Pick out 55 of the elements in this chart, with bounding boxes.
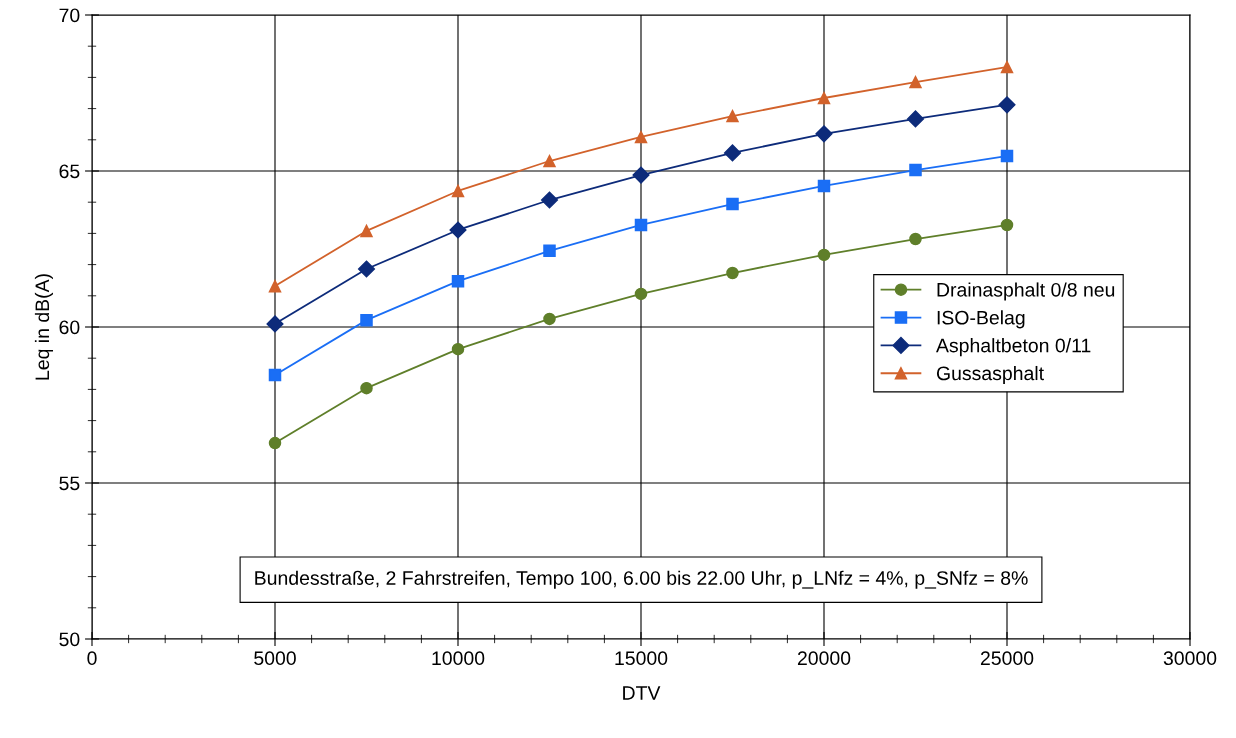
- point: [723, 144, 742, 162]
- y-tick-label: 55: [59, 476, 80, 491]
- point: [268, 279, 282, 293]
- point: [543, 154, 556, 168]
- point: [1000, 218, 1014, 232]
- point: [449, 221, 467, 239]
- x-tick-label: 0: [87, 651, 97, 666]
- point: [909, 75, 922, 89]
- point: [266, 315, 284, 333]
- point: [360, 313, 373, 327]
- point: [634, 218, 648, 232]
- point: [1000, 60, 1014, 74]
- x-tick-label: 5000: [254, 651, 296, 666]
- point: [998, 96, 1016, 114]
- point: [451, 184, 465, 198]
- point: [543, 244, 556, 258]
- y-axis-title: Leq in dB(A): [34, 274, 54, 380]
- point: [268, 368, 282, 382]
- point: [357, 260, 376, 278]
- annotation: Bundesstraße, 2 Fahrstreifen, Tempo 100, 6.00 bis 22.00 Uhr, p_LNfz = 4%, p_SNfz = 8%: [255, 570, 1028, 589]
- point: [906, 110, 925, 128]
- y-tick-label: 60: [59, 320, 80, 335]
- x-axis-title: DTV: [623, 686, 661, 700]
- point: [1000, 149, 1014, 163]
- point: [360, 381, 373, 395]
- point: [815, 125, 833, 143]
- legend-label: Gussasphalt: [936, 365, 1044, 385]
- x-tick-label: 10000: [432, 651, 485, 666]
- point: [817, 179, 831, 193]
- point: [817, 91, 831, 105]
- point: [726, 266, 739, 280]
- point: [360, 224, 373, 238]
- point: [451, 342, 465, 356]
- point: [817, 248, 831, 262]
- y-tick-label: 70: [59, 8, 80, 23]
- point: [632, 166, 650, 184]
- x-tick-label: 15000: [615, 651, 668, 666]
- point: [909, 163, 922, 177]
- point: [726, 109, 739, 123]
- point: [268, 436, 282, 450]
- point: [634, 130, 648, 144]
- x-tick-label: 20000: [797, 651, 851, 666]
- x-tick-label: 25000: [980, 651, 1034, 666]
- x-tick-label: 30000: [1163, 651, 1217, 666]
- point: [543, 312, 556, 326]
- point: [451, 274, 465, 288]
- legend-label: Drainasphalt 0/8 neu: [937, 282, 1115, 301]
- point: [634, 287, 648, 301]
- y-tick-label: 50: [59, 632, 80, 647]
- legend-label: Asphaltbeton 0/11: [936, 338, 1091, 357]
- y-tick-label: 65: [59, 164, 80, 179]
- point: [726, 197, 739, 211]
- legend-label: ISO-Belag: [937, 310, 1025, 329]
- point: [909, 232, 922, 246]
- point: [540, 191, 559, 209]
